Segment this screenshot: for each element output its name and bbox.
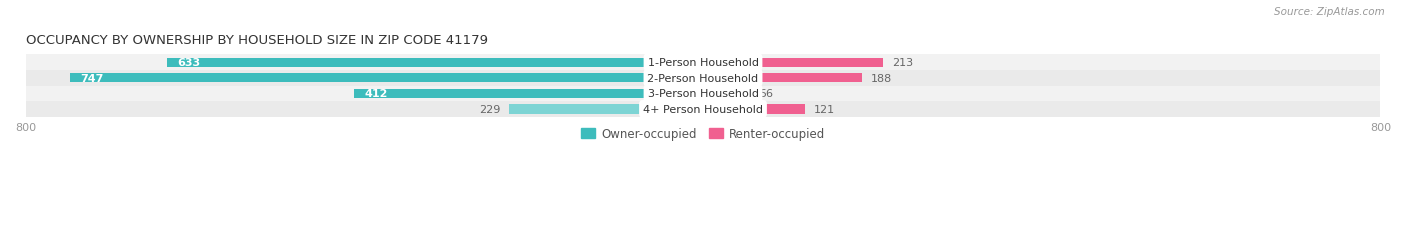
- Bar: [703, 58, 883, 68]
- Text: 412: 412: [364, 89, 388, 99]
- Bar: [703, 74, 862, 83]
- Text: OCCUPANCY BY OWNERSHIP BY HOUSEHOLD SIZE IN ZIP CODE 41179: OCCUPANCY BY OWNERSHIP BY HOUSEHOLD SIZE…: [25, 33, 488, 46]
- Text: 188: 188: [870, 73, 891, 83]
- Text: 213: 213: [891, 58, 912, 68]
- Text: Source: ZipAtlas.com: Source: ZipAtlas.com: [1274, 7, 1385, 17]
- Text: 229: 229: [479, 104, 501, 114]
- Text: 2-Person Household: 2-Person Household: [647, 73, 759, 83]
- Bar: [25, 86, 1381, 102]
- Text: 633: 633: [177, 58, 200, 68]
- Bar: [509, 105, 703, 114]
- Bar: [354, 89, 703, 99]
- Text: 3-Person Household: 3-Person Household: [648, 89, 758, 99]
- Legend: Owner-occupied, Renter-occupied: Owner-occupied, Renter-occupied: [576, 123, 830, 145]
- Text: 1-Person Household: 1-Person Household: [648, 58, 758, 68]
- Text: 747: 747: [80, 73, 104, 83]
- Bar: [25, 102, 1381, 117]
- Text: 121: 121: [814, 104, 835, 114]
- Bar: [703, 105, 806, 114]
- Bar: [167, 58, 703, 68]
- Text: 56: 56: [759, 89, 773, 99]
- Bar: [703, 89, 751, 99]
- Text: 4+ Person Household: 4+ Person Household: [643, 104, 763, 114]
- Bar: [25, 71, 1381, 86]
- Bar: [70, 74, 703, 83]
- Bar: [25, 55, 1381, 71]
